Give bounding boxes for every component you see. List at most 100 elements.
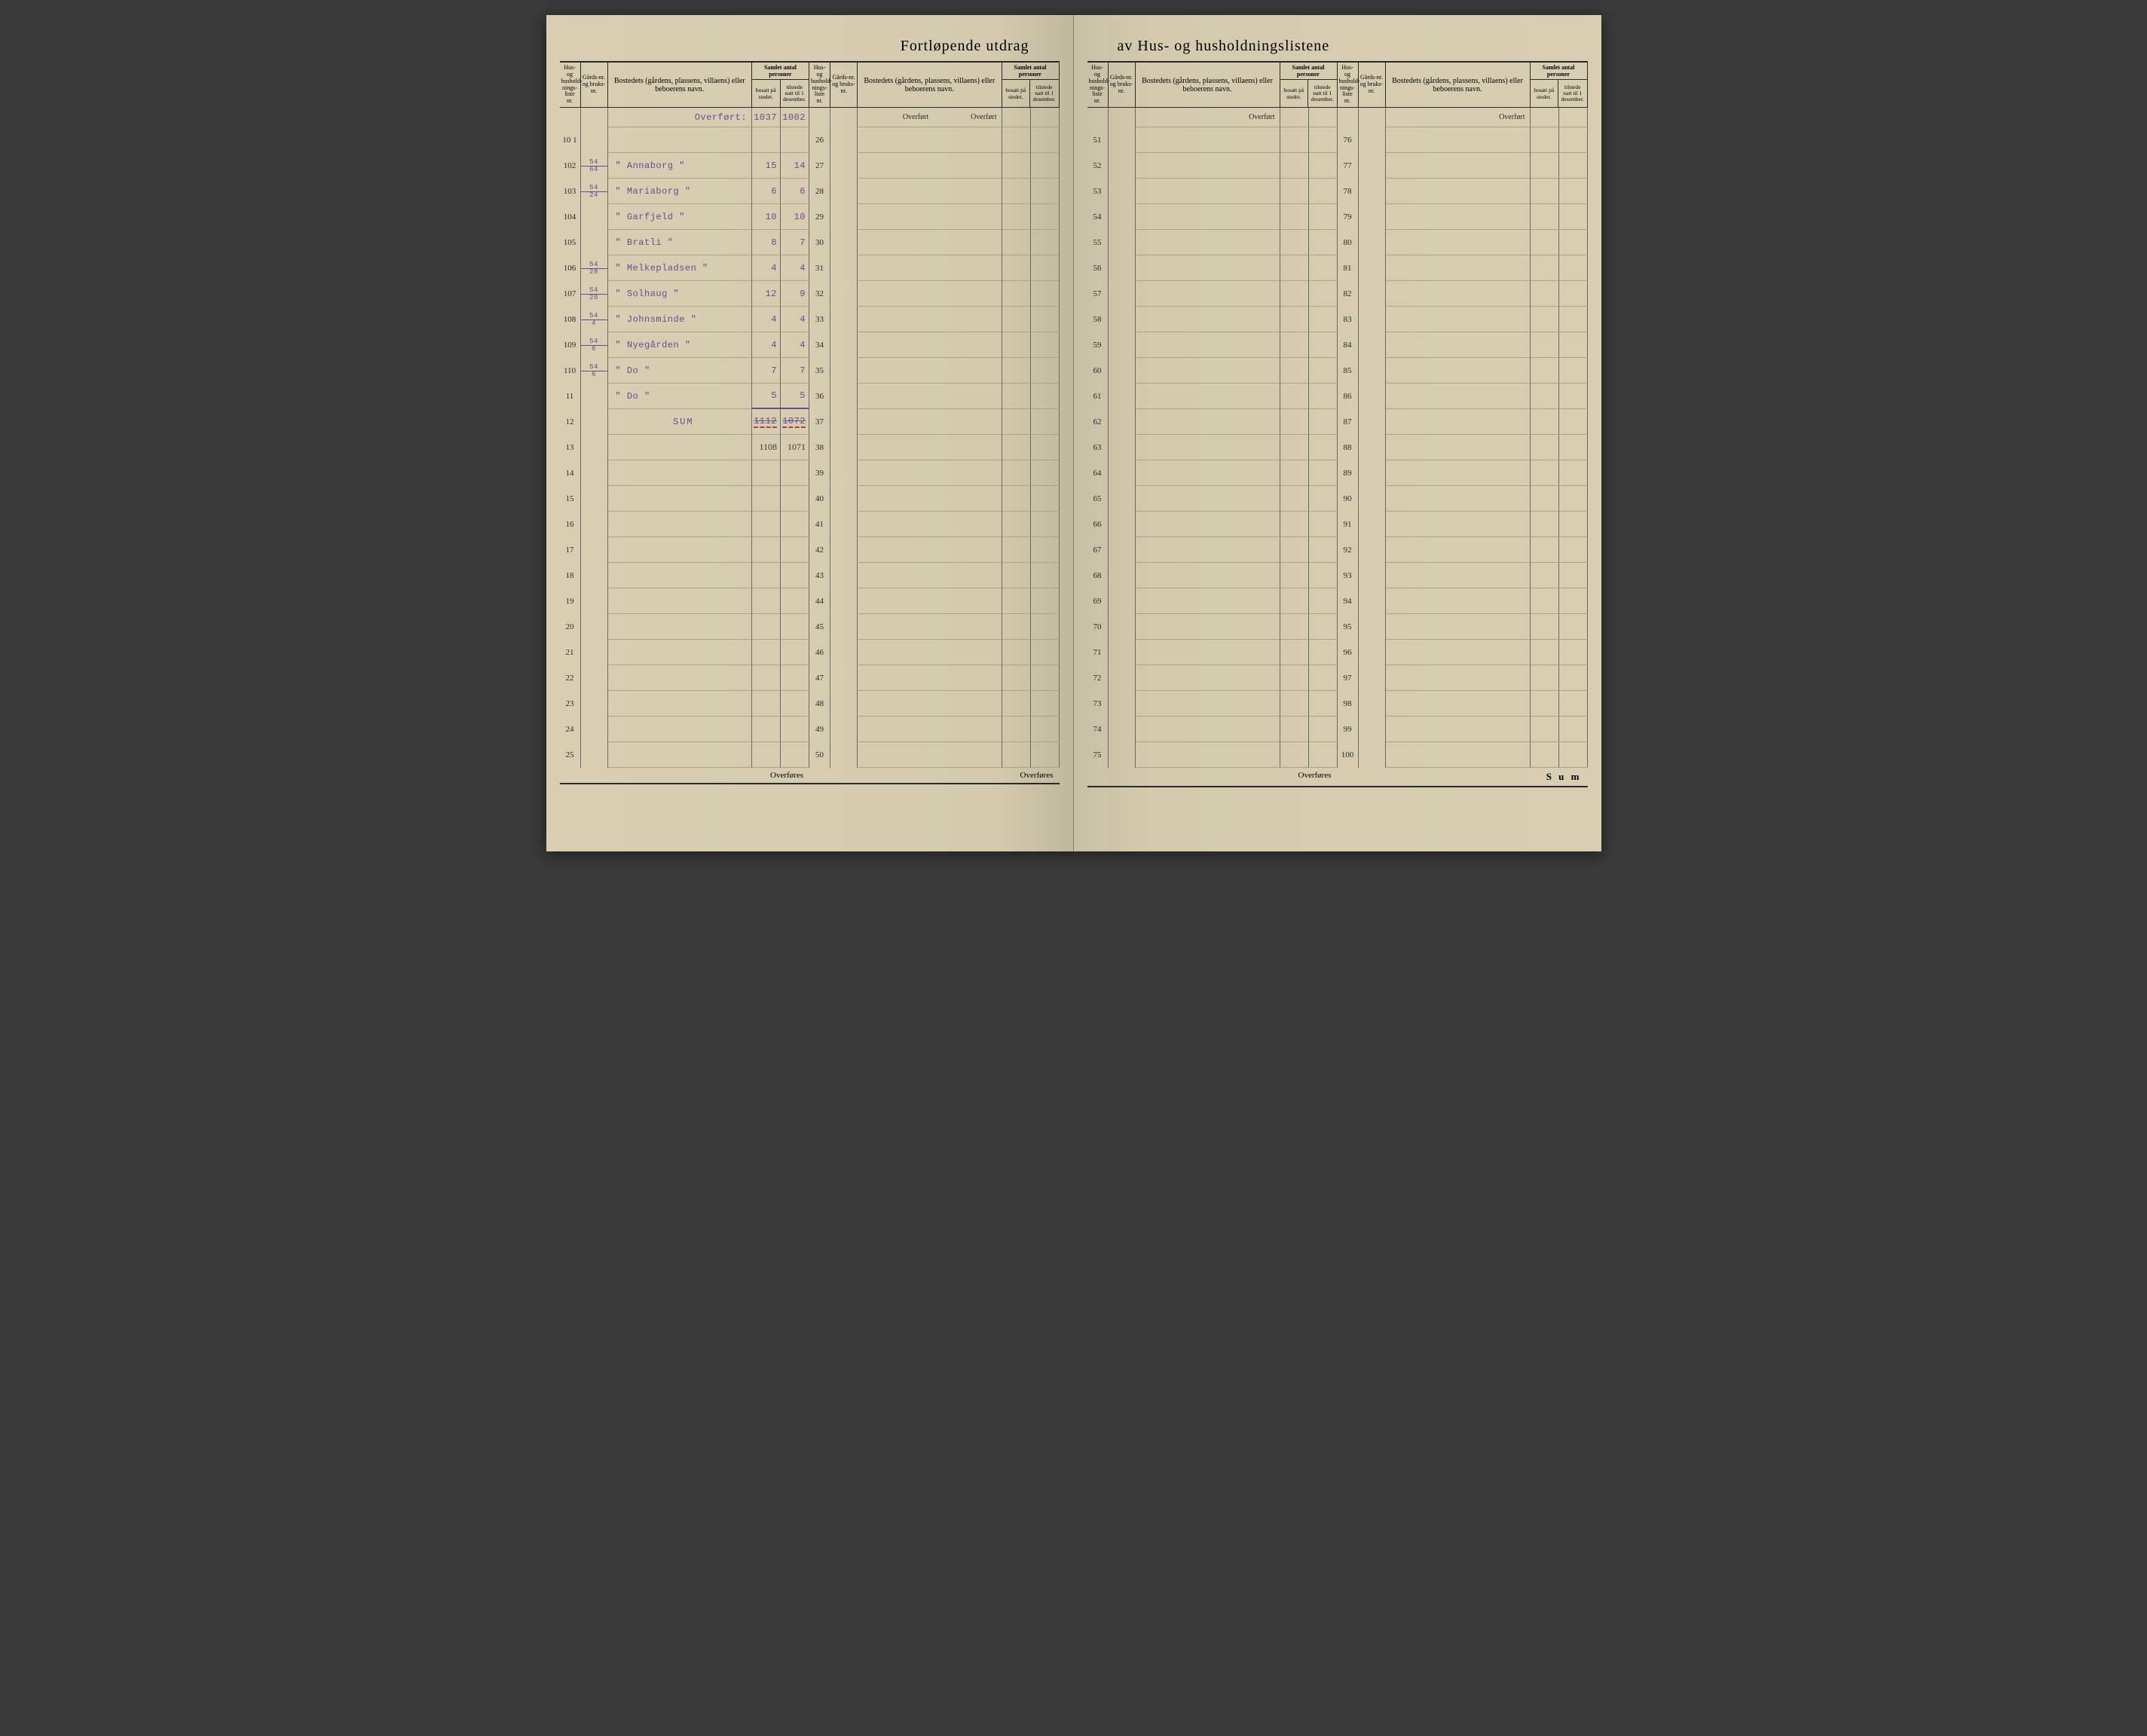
tilstede-value — [1309, 127, 1338, 153]
gards-nr — [1359, 358, 1386, 384]
table-row: 25 — [560, 742, 810, 768]
gards-nr — [830, 332, 858, 358]
bosted-name — [858, 537, 1002, 563]
bosted-name — [1386, 435, 1531, 460]
row-number: 83 — [1338, 307, 1359, 332]
tilstede-value — [1309, 460, 1338, 486]
header-row: Hus- og hushold-nings-liste nr. Gårds-nr… — [809, 63, 1060, 108]
gards-nr — [1359, 153, 1386, 179]
table-row: 92 — [1338, 537, 1588, 563]
table-row: 50 — [809, 742, 1060, 768]
bosatt-value — [1002, 588, 1031, 614]
table-row: 27 — [809, 153, 1060, 179]
bosatt-value — [1002, 153, 1031, 179]
table-row: 51 — [1087, 127, 1338, 153]
gards-nr — [1109, 640, 1136, 665]
bosted-name — [858, 307, 1002, 332]
table-row: 62 — [1087, 409, 1338, 435]
gards-nr — [581, 614, 608, 640]
gards-nr — [1109, 460, 1136, 486]
tilstede-value — [1031, 255, 1060, 281]
bosatt-value — [1280, 384, 1309, 409]
table-row: 91 — [1338, 512, 1588, 537]
table-row: 80 — [1338, 230, 1588, 255]
row-number: 26 — [809, 127, 830, 153]
bosatt-value — [1280, 255, 1309, 281]
header-row: Hus- og hushold-nings-liste nr. Gårds-nr… — [1087, 63, 1338, 108]
row-number: 95 — [1338, 614, 1359, 640]
gards-nr — [830, 255, 858, 281]
row-number: 50 — [809, 742, 830, 768]
gards-nr — [1109, 307, 1136, 332]
bosted-name — [1136, 460, 1280, 486]
gards-nr — [1359, 742, 1386, 768]
bosatt-value — [1002, 435, 1031, 460]
bosatt-value — [1531, 537, 1559, 563]
header-samlet-group: Samlet antal personer bosatt på stedet. … — [752, 63, 809, 107]
tilstede-value — [1559, 717, 1588, 742]
tilstede-value — [1559, 691, 1588, 717]
bosted-name — [858, 230, 1002, 255]
table-row: 89 — [1338, 460, 1588, 486]
table-row: 77 — [1338, 153, 1588, 179]
bosted-name: " Nyegården " — [608, 332, 753, 358]
bosted-name — [608, 486, 753, 512]
gards-nr — [1109, 512, 1136, 537]
table-row: 23 — [560, 691, 810, 717]
table-row: 100 — [1338, 742, 1588, 768]
table-row: 53 — [1087, 179, 1338, 204]
tilstede-value — [1031, 537, 1060, 563]
bosatt-value — [1002, 665, 1031, 691]
gards-nr — [830, 281, 858, 307]
tilstede-value — [781, 537, 809, 563]
table-row: 97 — [1338, 665, 1588, 691]
bosatt-value — [1002, 358, 1031, 384]
gards-nr — [1109, 537, 1136, 563]
bosatt-value: 4 — [752, 332, 781, 358]
table-row: 96 — [1338, 640, 1588, 665]
bosatt-value — [1002, 717, 1031, 742]
row-number: 68 — [1087, 563, 1109, 588]
gards-nr — [1359, 204, 1386, 230]
table-row: 48 — [809, 691, 1060, 717]
table-row: 10 1 — [560, 127, 810, 153]
tilstede-value — [1031, 409, 1060, 435]
row-number: 42 — [809, 537, 830, 563]
bosatt-value — [1531, 409, 1559, 435]
bosatt-value — [1531, 563, 1559, 588]
gards-nr — [581, 691, 608, 717]
header-bosatt: bosatt på stedet. — [1002, 80, 1031, 107]
row-number: 99 — [1338, 717, 1359, 742]
bosted-name — [1136, 588, 1280, 614]
bosatt-value: 1108 — [752, 435, 781, 460]
gards-nr — [1109, 179, 1136, 204]
row-number: 104 — [560, 204, 581, 230]
bosatt-value — [1280, 537, 1309, 563]
gards-nr — [1109, 717, 1136, 742]
row-number: 41 — [809, 512, 830, 537]
gards-nr — [1359, 409, 1386, 435]
row-number: 24 — [560, 717, 581, 742]
row-number: 35 — [809, 358, 830, 384]
header-samlet-group: Samlet antal personer bosatt på stedet. … — [1531, 63, 1588, 107]
tilstede-value: 5 — [781, 384, 809, 409]
gards-nr — [830, 204, 858, 230]
header-bosted: Bostedets (gårdens, plassens, villaens) … — [1386, 63, 1531, 107]
left-col2: Hus- og hushold-nings-liste nr. Gårds-nr… — [809, 61, 1060, 784]
bosatt-value — [1280, 358, 1309, 384]
tilstede-value — [1309, 179, 1338, 204]
bosatt-value: 4 — [752, 307, 781, 332]
gards-nr — [1109, 742, 1136, 768]
bosatt-value — [1002, 332, 1031, 358]
bosatt-value — [1002, 307, 1031, 332]
gards-nr — [830, 691, 858, 717]
tilstede-value — [1031, 179, 1060, 204]
table-row: 28 — [809, 179, 1060, 204]
gards-nr — [830, 640, 858, 665]
gards-nr — [830, 230, 858, 255]
bosatt-value — [1280, 127, 1309, 153]
bosatt-value — [1280, 281, 1309, 307]
table-row: 12SUM11121072 — [560, 409, 810, 435]
table-row: 1311081071 — [560, 435, 810, 460]
table-row: 21 — [560, 640, 810, 665]
